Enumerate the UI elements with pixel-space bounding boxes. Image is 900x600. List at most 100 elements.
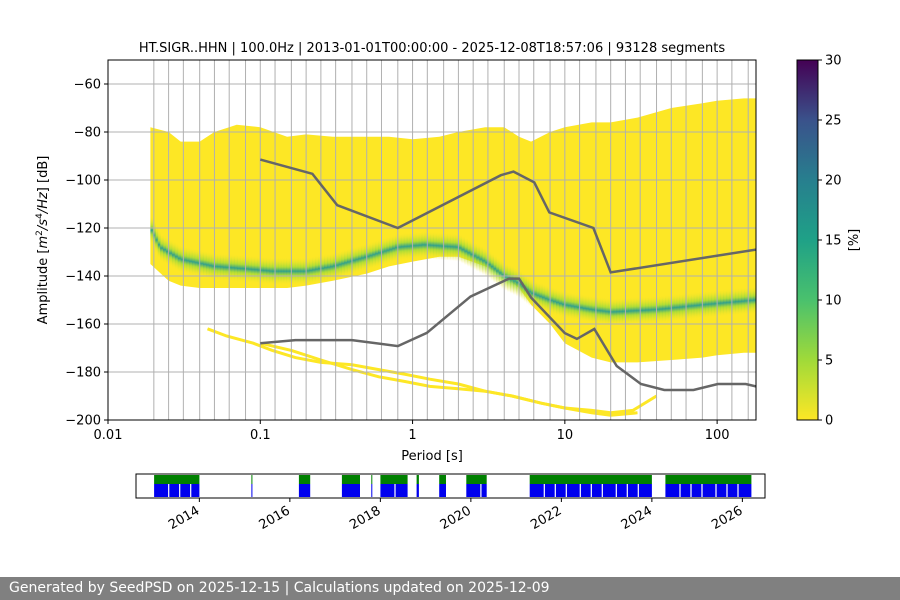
mode-band-cell xyxy=(269,257,273,286)
mode-band-cell xyxy=(438,231,443,260)
mode-band-cell xyxy=(630,296,635,325)
colorbar-label: [%] xyxy=(847,229,862,252)
mode-band-cell xyxy=(189,247,193,276)
mode-band-cell xyxy=(378,238,382,267)
horizontal-gridlines xyxy=(108,83,756,420)
mode-band-cell xyxy=(330,252,334,281)
y-tick-label: −180 xyxy=(65,366,101,381)
mode-band-cell xyxy=(257,256,261,284)
mode-band-cell xyxy=(696,291,701,320)
mode-band-cell xyxy=(561,290,566,319)
mode-band-cell xyxy=(665,294,669,323)
mode-band-cell xyxy=(558,289,563,318)
mode-band-cell xyxy=(355,245,359,274)
availability-timeline: 2014 2016 2018 2020 2022 2024 2026 xyxy=(135,473,766,533)
x-axis-label: Period [s] xyxy=(401,449,463,464)
timeline-year-label: 2014 xyxy=(166,503,202,533)
mode-band-cell xyxy=(332,252,337,280)
mode-band-cell xyxy=(526,275,530,304)
data-gap xyxy=(565,484,567,497)
data-gap xyxy=(179,484,181,497)
mode-band-cell xyxy=(599,296,604,325)
availability-segment xyxy=(154,475,200,484)
mode-band-cell xyxy=(516,268,520,297)
mode-band-cell xyxy=(747,286,751,315)
mode-band-cell xyxy=(163,235,167,264)
mode-band-cell xyxy=(435,231,440,260)
plot-frame xyxy=(107,59,757,421)
data-gap xyxy=(726,484,728,497)
y-tick-label: −200 xyxy=(65,414,101,429)
data-segment xyxy=(416,484,419,497)
mode-band-cell xyxy=(338,250,342,279)
mode-band-cell xyxy=(653,295,658,324)
mode-band-cell xyxy=(397,233,402,262)
mode-band-cell xyxy=(228,253,232,282)
mode-band-cell xyxy=(461,235,465,264)
mode-band-cell xyxy=(183,246,187,275)
timeline-year-label: 2018 xyxy=(347,503,383,533)
mode-band-cell xyxy=(613,297,618,326)
mode-band-cell xyxy=(705,290,709,319)
y-tick-label: −80 xyxy=(74,126,101,141)
mode-band-cell xyxy=(335,251,340,280)
x-tick-label: 0.01 xyxy=(94,428,123,443)
mode-band-cell xyxy=(726,288,730,317)
mode-band-cell xyxy=(174,242,179,271)
mode-band-cell xyxy=(627,297,632,325)
mode-band-cell xyxy=(647,296,652,324)
mode-band-cell xyxy=(303,257,307,286)
mode-band-cell xyxy=(688,292,692,321)
y-tick-label: −100 xyxy=(65,174,101,189)
mode-band-cell xyxy=(702,290,706,319)
data-segment xyxy=(341,484,360,497)
data-segment xyxy=(439,484,446,497)
mode-band-cell xyxy=(254,255,259,284)
timeline-year-label: 2016 xyxy=(257,503,293,533)
mode-band-cell xyxy=(717,289,721,318)
mode-band-cell xyxy=(605,297,609,326)
mode-band-cell xyxy=(602,297,606,326)
mode-band-cell xyxy=(412,231,417,260)
mode-band-cell xyxy=(386,236,390,265)
mode-band-cell xyxy=(409,232,414,260)
availability-segment xyxy=(371,475,373,484)
mode-band-cell xyxy=(501,261,505,289)
mode-band-cell xyxy=(157,230,161,259)
mode-band-cell xyxy=(415,231,420,260)
mode-band-cell xyxy=(616,297,620,326)
timeline-year-label: 2022 xyxy=(528,503,564,533)
mode-band-cell xyxy=(245,254,250,283)
data-gap xyxy=(543,484,545,497)
mode-band-cell xyxy=(406,232,411,261)
mode-band-cell xyxy=(679,293,683,322)
mode-band-cell xyxy=(306,256,310,285)
data-gap xyxy=(168,484,170,497)
mode-band-cell xyxy=(450,232,454,261)
data-gap xyxy=(679,484,681,497)
mode-band-cell xyxy=(729,288,733,317)
mode-band-cell xyxy=(693,291,698,320)
mode-band-cell xyxy=(444,232,448,261)
x-tick-label: 1 xyxy=(408,428,416,443)
mode-band-cell xyxy=(639,296,643,325)
mode-band-cell xyxy=(275,257,279,286)
mode-band-cell xyxy=(186,246,190,275)
psd-density-region xyxy=(150,98,756,363)
mode-band-cell xyxy=(567,291,572,320)
mode-band-cell xyxy=(720,289,724,318)
mode-band-cell xyxy=(582,294,587,323)
mode-band-cell xyxy=(528,277,532,306)
y-tick-label: −160 xyxy=(65,318,101,333)
colorbar-tick-label: 0 xyxy=(825,414,833,429)
mode-band-cell xyxy=(222,253,227,282)
mode-band-cell xyxy=(738,287,742,316)
x-tick-label: 100 xyxy=(705,428,730,443)
mode-band-cell xyxy=(278,257,282,286)
mode-band-cell xyxy=(206,250,210,279)
mode-band-cell xyxy=(344,248,348,277)
mode-band-cell xyxy=(519,270,522,299)
mode-band-cell xyxy=(564,291,569,320)
data-gap xyxy=(601,484,603,497)
y-tick-label: −140 xyxy=(65,270,101,285)
